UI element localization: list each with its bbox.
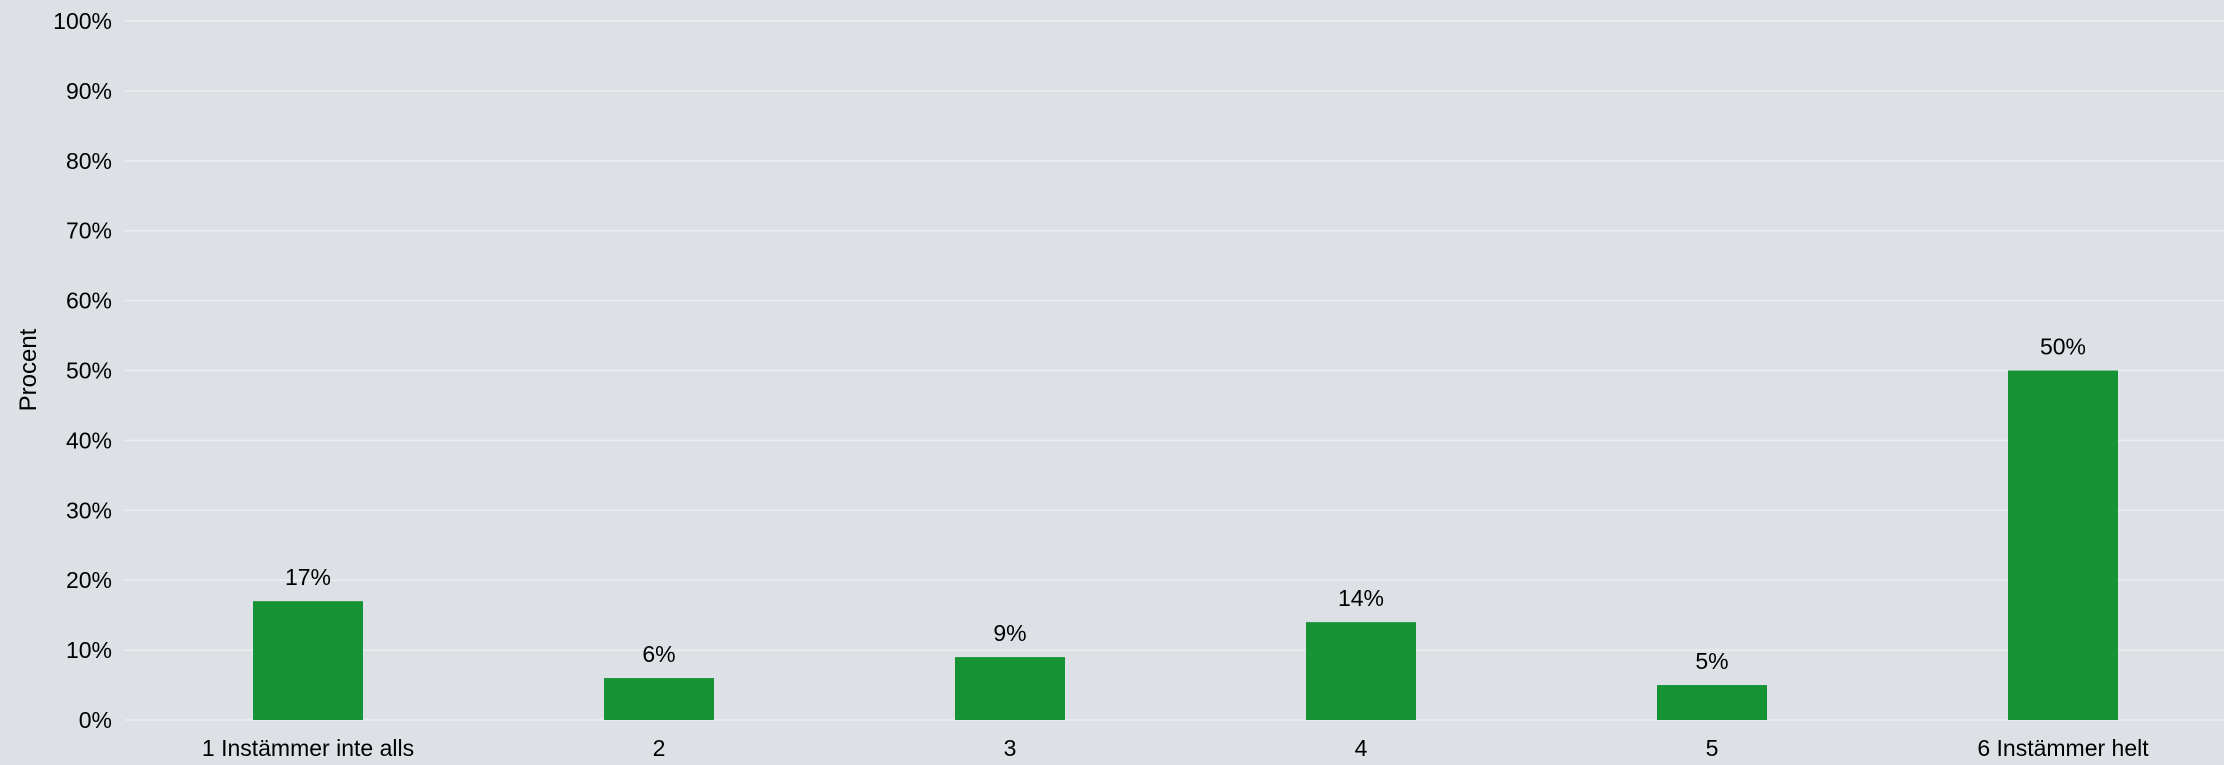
bar	[2008, 370, 2118, 720]
bars	[253, 370, 2118, 720]
data-label: 6%	[642, 641, 675, 667]
y-tick-label: 100%	[53, 8, 112, 34]
y-tick-label: 30%	[66, 497, 112, 523]
x-tick-label: 2	[653, 735, 666, 760]
y-tick-label: 50%	[66, 358, 112, 384]
data-label: 9%	[993, 620, 1026, 646]
data-label: 14%	[1338, 585, 1384, 611]
y-tick-label: 80%	[66, 148, 112, 174]
y-tick-label: 10%	[66, 637, 112, 663]
x-tick-label: 4	[1355, 735, 1368, 760]
data-label: 50%	[2040, 334, 2086, 360]
x-tick-label: 1 Instämmer inte alls	[202, 735, 414, 760]
y-tick-label: 40%	[66, 427, 112, 453]
y-tick-label: 0%	[79, 707, 112, 733]
x-tick-label: 5	[1706, 735, 1719, 760]
y-tick-label: 70%	[66, 218, 112, 244]
x-tick-label: 3	[1004, 735, 1017, 760]
data-labels: 17% 6% 9% 14% 5% 50%	[285, 334, 2086, 675]
x-tick-label: 6 Instämmer helt	[1977, 735, 2149, 760]
y-tick-label: 20%	[66, 567, 112, 593]
bar	[955, 657, 1065, 720]
gridlines	[125, 20, 2224, 721]
y-tick-label: 90%	[66, 78, 112, 104]
data-label: 17%	[285, 564, 331, 590]
y-axis-tick-labels: 0% 10% 20% 30% 40% 50% 60% 70% 80% 90% 100%	[53, 8, 112, 733]
x-axis-tick-labels: 1 Instämmer inte alls 2 3 4 5 6 Instämmer hel…	[202, 735, 2149, 761]
bar	[604, 678, 714, 720]
y-tick-label: 60%	[66, 288, 112, 314]
bar	[253, 601, 363, 720]
bar	[1306, 622, 1416, 720]
y-axis-label: Procent	[15, 328, 42, 411]
bar	[1657, 685, 1767, 720]
data-label: 5%	[1695, 648, 1728, 674]
